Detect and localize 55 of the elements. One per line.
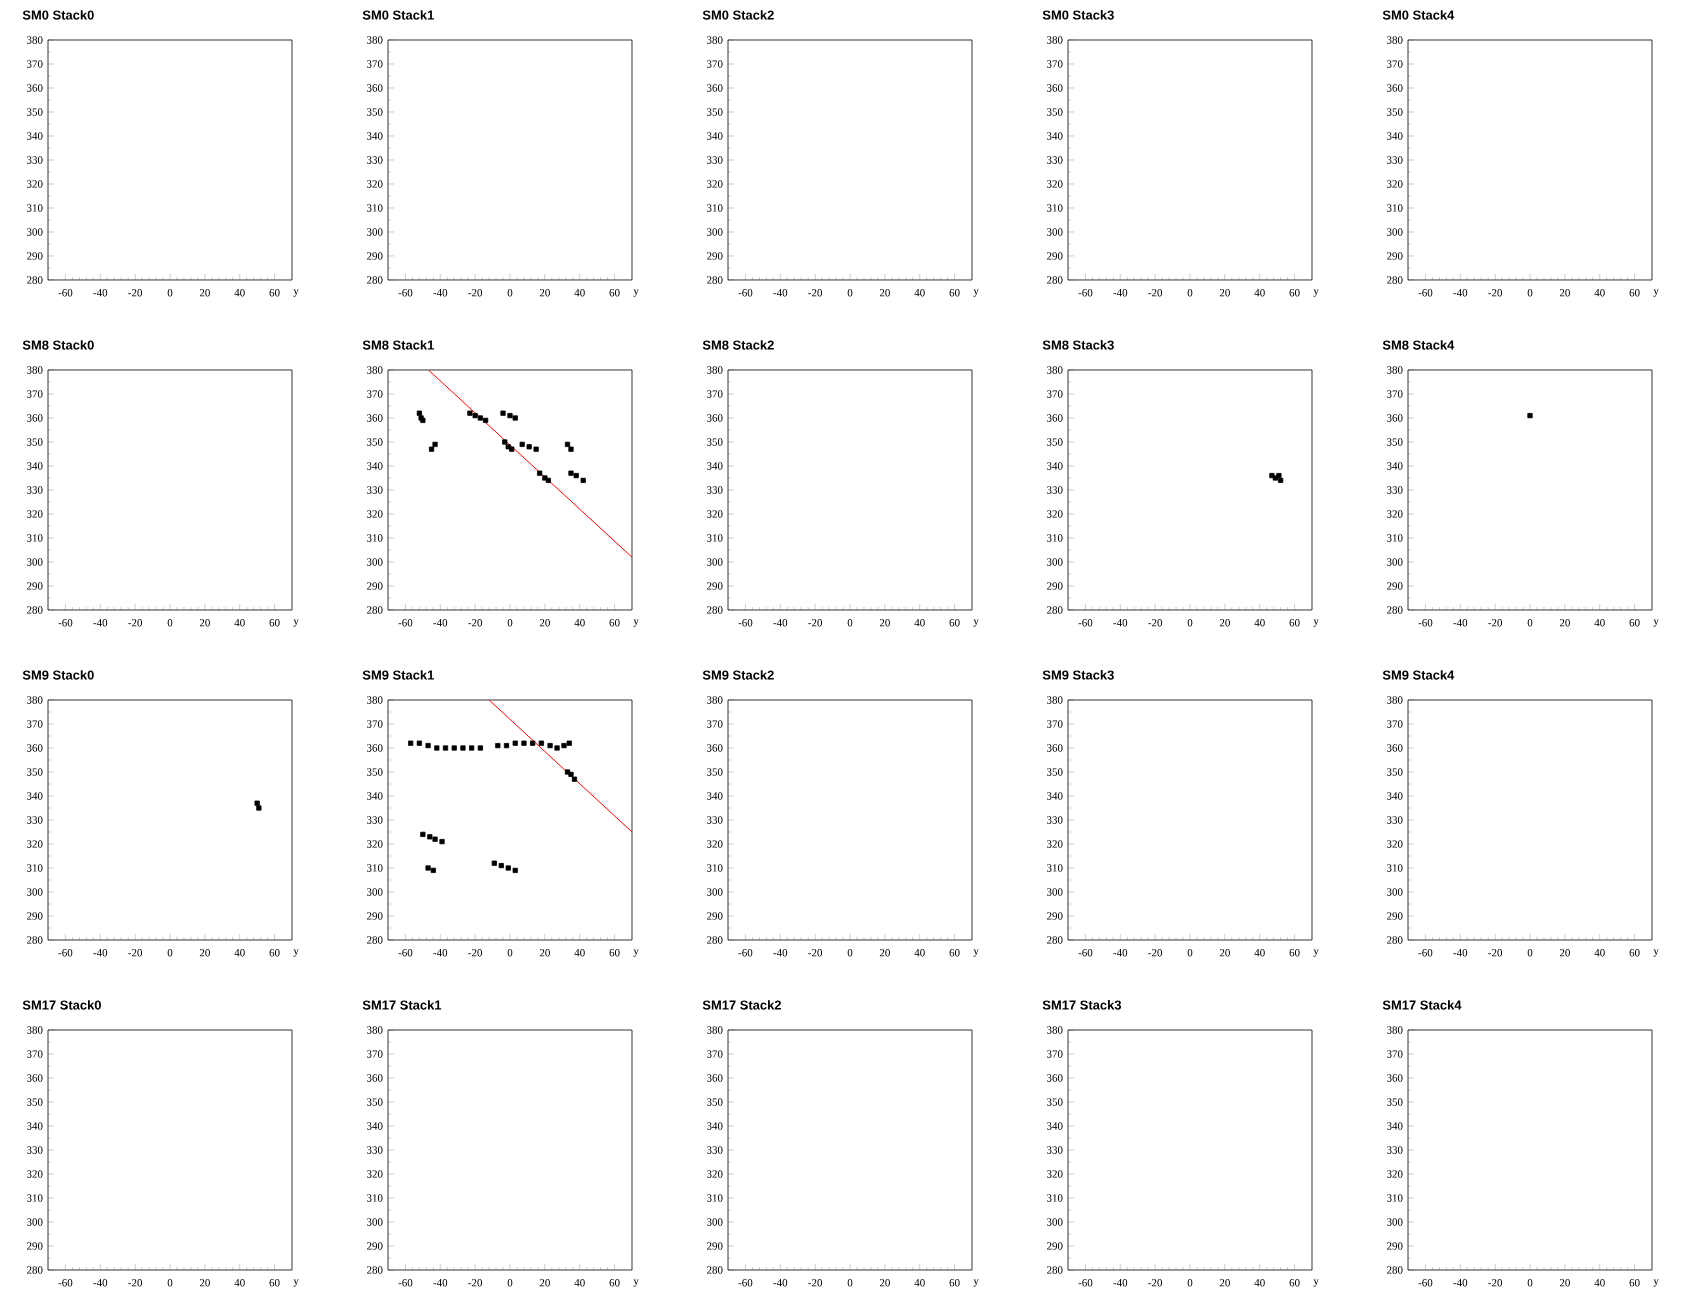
point (416, 740, 422, 746)
point (561, 742, 567, 749)
point (526, 444, 532, 450)
point (498, 863, 504, 869)
point (580, 477, 586, 483)
point (538, 740, 544, 746)
point (564, 769, 571, 775)
point (469, 745, 475, 751)
point (505, 865, 511, 871)
point (519, 441, 525, 447)
point (542, 475, 548, 481)
point (500, 410, 506, 416)
point (432, 441, 438, 447)
point (451, 745, 457, 751)
point (554, 745, 560, 751)
point (428, 446, 435, 452)
point (573, 472, 579, 479)
point (491, 860, 497, 866)
point (442, 745, 449, 751)
point (416, 410, 422, 416)
point (408, 740, 414, 746)
point (472, 412, 478, 419)
point (521, 740, 527, 746)
point (509, 446, 515, 452)
point (467, 410, 473, 416)
point (507, 412, 513, 419)
point (547, 742, 553, 749)
point (537, 470, 543, 476)
point (568, 771, 574, 777)
point (483, 417, 489, 423)
point (477, 745, 483, 751)
point (495, 742, 501, 749)
point (503, 742, 510, 749)
point (427, 834, 433, 840)
point (512, 740, 518, 746)
point (566, 740, 572, 746)
point (432, 836, 438, 842)
point (425, 742, 431, 749)
point (434, 745, 440, 751)
point (420, 831, 426, 837)
point (477, 415, 483, 421)
point (430, 867, 436, 873)
point (512, 867, 518, 873)
point (425, 865, 431, 871)
point (545, 477, 551, 483)
point (505, 444, 511, 450)
point (512, 415, 518, 421)
point (439, 839, 445, 845)
point (568, 446, 574, 452)
point (530, 740, 536, 746)
point (571, 776, 578, 782)
point (533, 446, 539, 452)
point (460, 745, 466, 751)
point (502, 439, 508, 445)
point (568, 470, 574, 476)
